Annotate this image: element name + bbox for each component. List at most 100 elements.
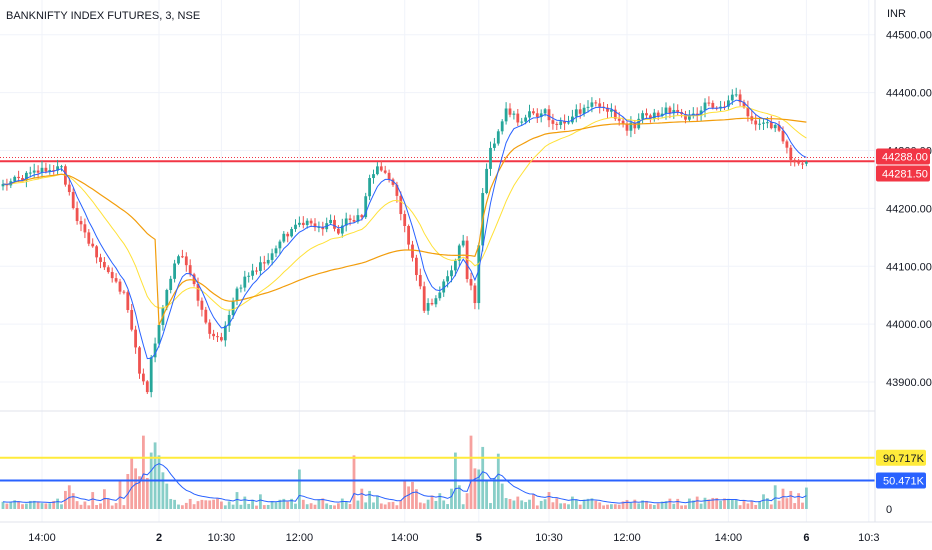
candle-body bbox=[555, 123, 559, 125]
volume-bar bbox=[99, 503, 102, 509]
candle-body bbox=[703, 102, 707, 111]
candle-body bbox=[754, 120, 758, 125]
candle-body bbox=[208, 322, 212, 334]
candle-body bbox=[797, 162, 800, 164]
time-axis[interactable]: 14:00 2 10:30 12:00 14:00 5 10:30 12:00 14:00 6 10… bbox=[28, 532, 879, 544]
volume-bar bbox=[738, 505, 742, 509]
volume-bar bbox=[227, 501, 231, 509]
candle-body bbox=[489, 147, 492, 169]
candle-body bbox=[496, 131, 500, 144]
candle-body bbox=[383, 170, 387, 173]
volume-bar bbox=[473, 468, 477, 509]
volume-bar bbox=[641, 500, 644, 509]
candle-body bbox=[676, 109, 680, 113]
candle-body bbox=[485, 168, 488, 194]
candle-body bbox=[317, 226, 321, 228]
volume-bar bbox=[637, 503, 641, 509]
candle-body bbox=[633, 122, 637, 129]
volume-bar bbox=[785, 498, 789, 509]
candle-body bbox=[524, 117, 527, 122]
volume-bar bbox=[477, 469, 481, 509]
volume-bar bbox=[208, 500, 212, 509]
candle-body bbox=[223, 325, 227, 341]
volume-bar bbox=[309, 503, 313, 509]
time-tick-label: 14:00 bbox=[28, 532, 56, 544]
candle-body bbox=[660, 113, 664, 116]
volume-bar bbox=[567, 504, 570, 509]
candle-body bbox=[493, 143, 496, 148]
volume-bar bbox=[703, 497, 707, 509]
candle-body bbox=[262, 262, 266, 264]
volume-bar bbox=[83, 501, 87, 509]
candle-body bbox=[508, 108, 512, 115]
volume-bar bbox=[633, 499, 637, 509]
volume-bar bbox=[301, 499, 305, 509]
candle-body bbox=[103, 261, 106, 268]
volume-bar bbox=[450, 488, 453, 509]
candle-body bbox=[442, 281, 446, 293]
candle-body bbox=[294, 224, 297, 230]
time-tick-label: 10:30 bbox=[535, 532, 563, 544]
candle-body bbox=[504, 108, 508, 122]
candle-body bbox=[430, 303, 434, 305]
volume-bar bbox=[528, 499, 531, 509]
candle-body bbox=[598, 103, 602, 107]
candle-body bbox=[391, 179, 395, 185]
volume-bar bbox=[551, 502, 555, 509]
candle-body bbox=[762, 122, 765, 124]
volume-bar bbox=[110, 505, 114, 509]
volume-bar bbox=[754, 504, 758, 509]
candle-body bbox=[407, 226, 410, 245]
candle-body bbox=[259, 262, 262, 271]
volume-bar bbox=[138, 476, 141, 509]
candle-body bbox=[758, 123, 761, 125]
candle-body bbox=[781, 130, 785, 142]
volume-bar bbox=[368, 490, 371, 509]
candle-body bbox=[348, 218, 352, 221]
volume-bar bbox=[75, 501, 79, 509]
volume-bar bbox=[52, 500, 56, 509]
volume-bar bbox=[680, 505, 683, 509]
time-tick-label: 14:00 bbox=[715, 532, 743, 544]
candle-body bbox=[149, 357, 153, 393]
candle-body bbox=[411, 244, 414, 258]
volume-bar bbox=[106, 498, 110, 509]
volume-bar bbox=[126, 474, 130, 509]
candle-body bbox=[290, 229, 293, 237]
candlestick-series bbox=[1, 87, 808, 398]
volume-bar bbox=[165, 483, 169, 509]
volume-bar bbox=[621, 501, 625, 509]
candle-body bbox=[247, 275, 251, 277]
volume-bar bbox=[177, 504, 180, 509]
candle-body bbox=[473, 285, 477, 304]
volume-bar bbox=[220, 501, 223, 509]
volume-bar bbox=[274, 502, 278, 509]
candle-body bbox=[477, 245, 481, 304]
volume-bar bbox=[48, 503, 52, 509]
candle-body bbox=[344, 218, 348, 226]
candle-body bbox=[75, 208, 79, 222]
candle-body bbox=[516, 113, 520, 123]
volume-bar bbox=[691, 500, 695, 509]
price-lines bbox=[0, 156, 875, 163]
candle-body bbox=[231, 300, 235, 316]
candle-body bbox=[668, 107, 672, 114]
candle-body bbox=[145, 381, 149, 393]
time-tick-label: 10:3 bbox=[858, 532, 879, 544]
candle-body bbox=[282, 233, 286, 242]
volume-bar bbox=[493, 477, 496, 509]
volume-bar bbox=[32, 500, 36, 509]
volume-bar bbox=[231, 504, 235, 509]
volume-bar bbox=[485, 480, 488, 509]
volume-bar bbox=[469, 435, 473, 509]
volume-bar bbox=[344, 501, 348, 509]
volume-bar bbox=[766, 498, 769, 509]
volume-bar bbox=[142, 435, 145, 509]
volume-bar bbox=[122, 505, 126, 509]
candle-body bbox=[305, 220, 309, 226]
candle-body bbox=[356, 215, 360, 222]
candle-body bbox=[83, 224, 87, 233]
volume-bar bbox=[512, 500, 516, 509]
moving-average-lines bbox=[2, 99, 807, 360]
